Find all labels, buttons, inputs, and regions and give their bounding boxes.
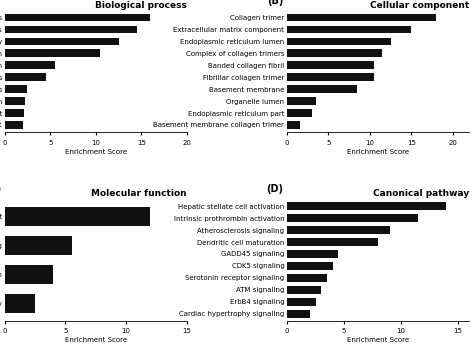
Text: Canonical pathway: Canonical pathway — [373, 189, 469, 198]
Bar — [287, 14, 436, 21]
Bar — [287, 238, 378, 246]
Text: (B): (B) — [267, 0, 283, 6]
Text: (A): (A) — [0, 0, 1, 6]
Bar — [287, 121, 300, 129]
Bar — [5, 49, 100, 57]
Bar — [287, 73, 374, 81]
Bar — [5, 121, 23, 129]
Bar — [5, 38, 118, 45]
Bar — [287, 214, 418, 222]
Bar — [287, 26, 411, 33]
Bar — [5, 14, 150, 21]
X-axis label: Enrichment Score: Enrichment Score — [347, 149, 409, 155]
X-axis label: Enrichment Score: Enrichment Score — [65, 149, 127, 155]
X-axis label: Enrichment Score: Enrichment Score — [65, 337, 127, 343]
Bar — [287, 250, 338, 258]
Bar — [287, 61, 374, 69]
Bar — [287, 85, 357, 93]
Bar — [287, 286, 321, 294]
Text: Biological process: Biological process — [95, 1, 187, 10]
Bar — [5, 207, 150, 226]
Text: Molecular function: Molecular function — [91, 189, 187, 198]
Bar — [287, 262, 333, 270]
Bar — [5, 85, 27, 93]
Text: Cellular component: Cellular component — [370, 1, 469, 10]
Bar — [5, 97, 25, 105]
Bar — [5, 265, 53, 284]
Bar — [287, 49, 383, 57]
Bar — [287, 274, 327, 282]
Bar — [287, 298, 316, 306]
Bar — [287, 38, 391, 45]
Bar — [287, 310, 310, 317]
Bar — [287, 109, 312, 117]
X-axis label: Enrichment Score: Enrichment Score — [347, 337, 409, 343]
Bar — [5, 236, 72, 255]
Bar — [5, 26, 137, 33]
Bar — [5, 109, 24, 117]
Bar — [5, 73, 46, 81]
Bar — [287, 226, 390, 234]
Bar — [5, 61, 55, 69]
Text: (D): (D) — [266, 185, 283, 195]
Bar — [287, 97, 316, 105]
Text: (C): (C) — [0, 185, 1, 195]
Bar — [5, 294, 35, 313]
Bar — [287, 203, 447, 210]
